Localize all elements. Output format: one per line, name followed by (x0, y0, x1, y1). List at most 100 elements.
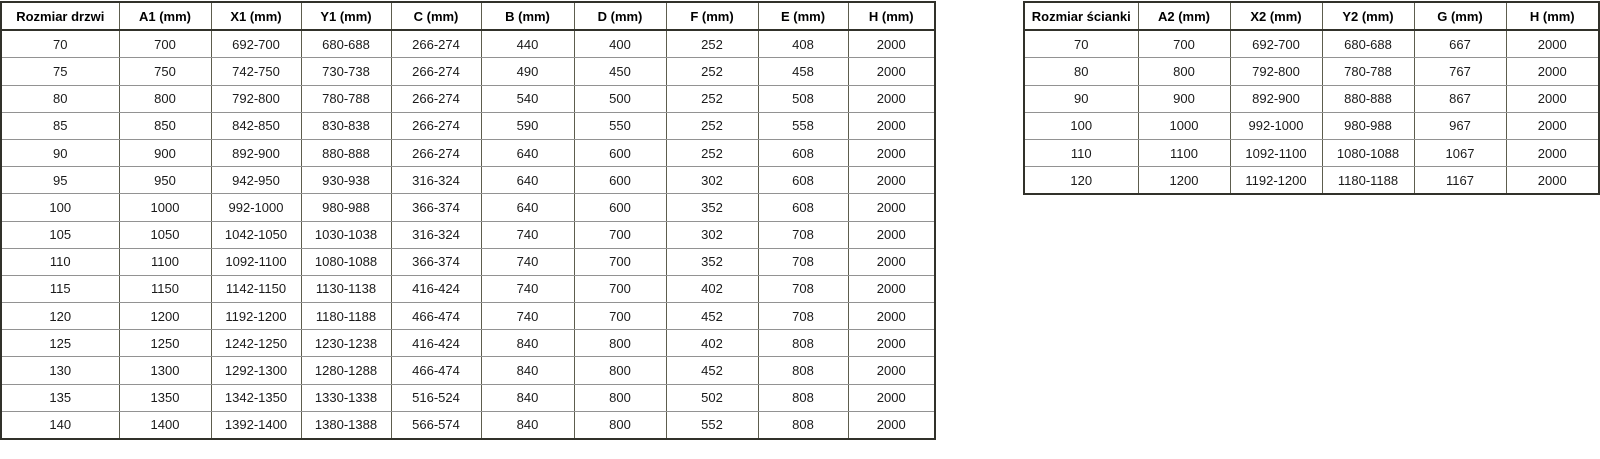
left_table-header-2: X1 (mm) (210, 2, 302, 32)
right_table-cell: 1080-1088 (1321, 138, 1415, 168)
left_table-cell: 2000 (847, 29, 936, 59)
left_table-header-4: C (mm) (390, 2, 482, 32)
left_table-cell: 2000 (847, 84, 936, 113)
left_table-cell: 540 (480, 84, 575, 113)
left_table-cell: 830-838 (300, 111, 392, 140)
left_table-cell: 1100 (118, 247, 212, 276)
left_table-cell: 608 (757, 138, 849, 168)
left_table-cell: 1000 (118, 193, 212, 222)
left_table-cell: 640 (480, 193, 575, 222)
right_table-cell: 892-900 (1229, 84, 1323, 113)
right_table-header-1: A2 (mm) (1137, 2, 1231, 32)
door-table-header-row: Rozmiar drzwi A1 (mm) X1 (mm) Y1 (mm) C (mm)… (0, 2, 936, 32)
right_table-cell: 1000 (1137, 111, 1231, 140)
right_table-header-3: Y2 (mm) (1321, 2, 1415, 32)
left_table-cell: 466-474 (390, 302, 482, 331)
right_table-cell: 667 (1413, 29, 1507, 59)
left_table-cell: 740 (480, 274, 575, 304)
left_table-cell: 808 (757, 383, 849, 412)
left_table-cell: 640 (480, 166, 575, 195)
left_table-cell: 1280-1288 (300, 356, 392, 385)
left_table-cell: 558 (757, 111, 849, 140)
left_table-cell: 1230-1238 (300, 329, 392, 358)
left_table-cell: 800 (573, 329, 667, 358)
left_table-cell: 2000 (847, 356, 936, 385)
left_table-cell: 105 (0, 220, 120, 249)
table-row: 140 1400 1392-1400 1380-1388 566-574 840 800 55… (0, 410, 936, 440)
left_table-cell: 808 (757, 329, 849, 358)
right_table-cell: 1092-1100 (1229, 138, 1323, 168)
left_table-cell: 1142-1150 (210, 274, 302, 304)
left_table-cell: 125 (0, 329, 120, 358)
left_table-cell: 508 (757, 84, 849, 113)
left_table-header-5: B (mm) (480, 2, 575, 32)
right_table-cell: 90 (1023, 84, 1139, 113)
left_table-cell: 800 (573, 410, 667, 440)
left_table-cell: 1080-1088 (300, 247, 392, 276)
left_table-cell: 302 (665, 220, 759, 249)
table-row: 120 1200 1192-1200 1180-1188 1167 2000 (1023, 166, 1600, 195)
left_table-cell: 2000 (847, 138, 936, 168)
left_table-cell: 980-988 (300, 193, 392, 222)
left_table-cell: 1392-1400 (210, 410, 302, 440)
left_table-cell: 552 (665, 410, 759, 440)
left_table-cell: 266-274 (390, 84, 482, 113)
left_table-cell: 840 (480, 356, 575, 385)
table-row: 90 900 892-900 880-888 266-274 640 600 252 608 20… (0, 138, 936, 168)
left_table-cell: 366-374 (390, 247, 482, 276)
left_table-cell: 440 (480, 29, 575, 59)
table-row: 115 1150 1142-1150 1130-1138 416-424 740 700 40… (0, 274, 936, 304)
left_table-cell: 840 (480, 410, 575, 440)
left_table-cell: 1130-1138 (300, 274, 392, 304)
left_table-cell: 70 (0, 29, 120, 59)
left_table-cell: 930-938 (300, 166, 392, 195)
left_table-cell: 942-950 (210, 166, 302, 195)
door-size-table: Rozmiar drzwi A1 (mm) X1 (mm) Y1 (mm) C (mm)… (0, 1, 936, 440)
left_table-cell: 252 (665, 84, 759, 113)
left_table-cell: 2000 (847, 302, 936, 331)
left_table-cell: 140 (0, 410, 120, 440)
left_table-cell: 402 (665, 329, 759, 358)
left_table-cell: 1180-1188 (300, 302, 392, 331)
right_table-cell: 100 (1023, 111, 1139, 140)
left_table-cell: 750 (118, 57, 212, 86)
left_table-cell: 730-738 (300, 57, 392, 86)
left_table-cell: 100 (0, 193, 120, 222)
left_table-cell: 466-474 (390, 356, 482, 385)
left_table-cell: 1400 (118, 410, 212, 440)
right_table-cell: 700 (1137, 29, 1231, 59)
left_table-cell: 992-1000 (210, 193, 302, 222)
left_table-cell: 608 (757, 193, 849, 222)
left_table-cell: 266-274 (390, 57, 482, 86)
left_table-cell: 316-324 (390, 220, 482, 249)
left_table-cell: 880-888 (300, 138, 392, 168)
left_table-cell: 75 (0, 57, 120, 86)
right_table-cell: 980-988 (1321, 111, 1415, 140)
left_table-cell: 450 (573, 57, 667, 86)
right_table-cell: 680-688 (1321, 29, 1415, 59)
left_table-cell: 352 (665, 193, 759, 222)
left_table-cell: 740 (480, 302, 575, 331)
left_table-cell: 700 (118, 29, 212, 59)
left_table-cell: 1192-1200 (210, 302, 302, 331)
left_table-cell: 402 (665, 274, 759, 304)
right_table-cell: 120 (1023, 166, 1139, 195)
left_table-cell: 2000 (847, 166, 936, 195)
right_table-cell: 880-888 (1321, 84, 1415, 113)
table-row: 70 700 692-700 680-688 667 2000 (1023, 29, 1600, 59)
left_table-cell: 900 (118, 138, 212, 168)
table-row: 125 1250 1242-1250 1230-1238 416-424 840 800 40… (0, 329, 936, 358)
left_table-header-7: F (mm) (665, 2, 759, 32)
left_table-cell: 1250 (118, 329, 212, 358)
left_table-cell: 892-900 (210, 138, 302, 168)
right_table-cell: 2000 (1505, 138, 1600, 168)
table-row: 135 1350 1342-1350 1330-1338 516-524 840 800 50… (0, 383, 936, 412)
left_table-cell: 850 (118, 111, 212, 140)
right_table-cell: 900 (1137, 84, 1231, 113)
left_table-cell: 842-850 (210, 111, 302, 140)
left_table-cell: 416-424 (390, 329, 482, 358)
left_table-cell: 400 (573, 29, 667, 59)
left_table-cell: 135 (0, 383, 120, 412)
table-row: 100 1000 992-1000 980-988 366-374 640 600 352 60… (0, 193, 936, 222)
left_table-cell: 1300 (118, 356, 212, 385)
